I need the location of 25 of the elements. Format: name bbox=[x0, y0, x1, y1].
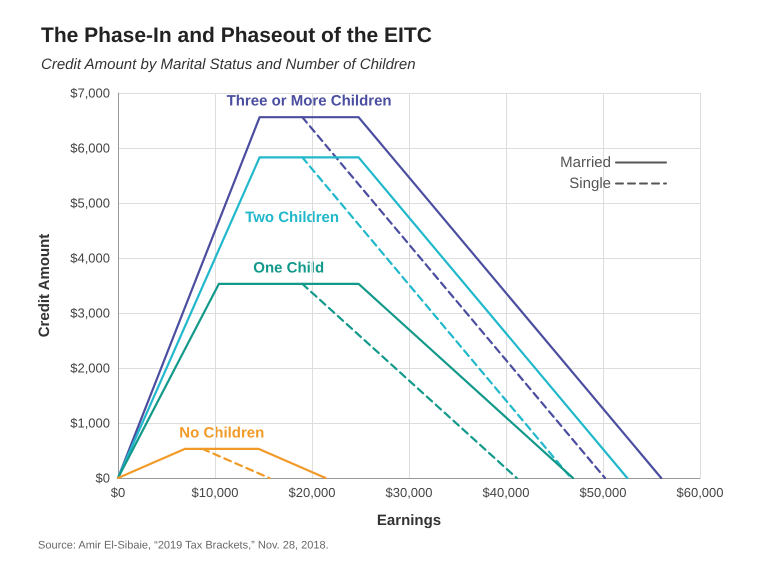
chart-subtitle: Credit Amount by Marital Status and Number of Children bbox=[41, 56, 416, 73]
source-note: Source: Amir El-Sibaie, “2019 Tax Brackets,” Nov. 28, 2018. bbox=[38, 540, 329, 552]
x-tick-label: $30,000 bbox=[386, 485, 432, 500]
legend-label: Married bbox=[560, 154, 611, 171]
legend-label: Single bbox=[569, 175, 611, 192]
y-tick-label: $5,000 bbox=[70, 196, 110, 210]
x-tick-label: $50,000 bbox=[580, 485, 626, 500]
x-tick-label: $60,000 bbox=[676, 485, 724, 500]
chart-title: The Phase-In and Phaseout of the EITC bbox=[41, 24, 432, 47]
y-tick-label: $6,000 bbox=[70, 140, 110, 156]
y-axis-title: Credit Amount bbox=[36, 234, 53, 338]
y-tick-label: $7,000 bbox=[70, 86, 110, 100]
x-axis-title: Earnings bbox=[376, 512, 442, 529]
x-tick-label: $20,000 bbox=[288, 485, 336, 500]
series-label: No Children bbox=[179, 424, 264, 442]
series-label: Two Children bbox=[245, 208, 340, 226]
series-label: Three or More Children bbox=[226, 92, 392, 110]
y-tick-label: $1,000 bbox=[70, 416, 110, 430]
y-tick-label: $2,000 bbox=[70, 360, 110, 376]
x-tick-label: $40,000 bbox=[482, 485, 530, 500]
y-tick-label: $0 bbox=[96, 470, 110, 486]
y-tick-label: $4,000 bbox=[70, 250, 110, 266]
x-tick-label: $10,000 bbox=[192, 485, 238, 500]
x-tick-label: $0 bbox=[110, 485, 126, 500]
y-tick-label: $3,000 bbox=[70, 306, 110, 320]
